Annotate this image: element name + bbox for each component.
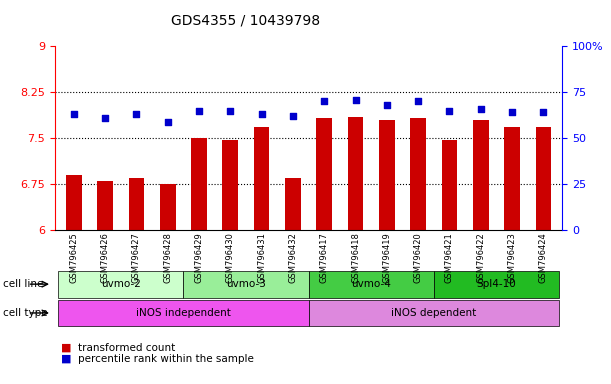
Bar (66, 175, 82, 230)
Text: Spl4-10: Spl4-10 (477, 279, 516, 289)
Bar (160, 184, 175, 230)
Bar (473, 121, 489, 230)
Bar (379, 121, 395, 230)
Text: GSM796419: GSM796419 (382, 232, 391, 283)
Point (320, 98, 329, 104)
Text: uvmo-4: uvmo-4 (351, 279, 391, 289)
Point (225, 108, 235, 114)
Point (69, 111, 79, 118)
Bar (535, 127, 551, 230)
Text: cell line: cell line (3, 279, 43, 289)
Text: GDS4355 / 10439798: GDS4355 / 10439798 (171, 13, 320, 27)
Bar (128, 178, 144, 230)
Point (100, 115, 110, 121)
Bar (285, 178, 301, 230)
Bar (183, 271, 309, 298)
Text: GSM796424: GSM796424 (539, 232, 548, 283)
Bar (316, 118, 332, 230)
Bar (254, 127, 269, 230)
Point (413, 98, 423, 104)
Text: GSM796429: GSM796429 (194, 232, 203, 283)
Text: iNOS independent: iNOS independent (136, 308, 231, 318)
Point (538, 109, 548, 116)
Text: ■: ■ (61, 343, 71, 353)
Bar (309, 300, 559, 326)
Text: GSM796420: GSM796420 (414, 232, 423, 283)
Bar (442, 140, 457, 230)
Point (382, 102, 392, 108)
Text: GSM796425: GSM796425 (69, 232, 78, 283)
Bar (97, 181, 113, 230)
Text: GSM796422: GSM796422 (476, 232, 485, 283)
Bar (504, 127, 520, 230)
Text: GSM796421: GSM796421 (445, 232, 454, 283)
Text: percentile rank within the sample: percentile rank within the sample (78, 354, 254, 364)
Text: cell type: cell type (3, 308, 48, 318)
Point (288, 113, 298, 119)
Point (131, 111, 141, 118)
Bar (348, 117, 364, 230)
Bar (222, 140, 238, 230)
Point (476, 106, 486, 112)
Text: uvmo-3: uvmo-3 (226, 279, 266, 289)
Text: iNOS dependent: iNOS dependent (391, 308, 477, 318)
Text: GSM796426: GSM796426 (101, 232, 109, 283)
Bar (309, 271, 434, 298)
Text: GSM796423: GSM796423 (508, 232, 516, 283)
Bar (58, 271, 183, 298)
Bar (58, 300, 309, 326)
Point (507, 109, 517, 116)
Text: GSM796418: GSM796418 (351, 232, 360, 283)
Point (351, 96, 360, 103)
Text: GSM796428: GSM796428 (163, 232, 172, 283)
Text: GSM796432: GSM796432 (288, 232, 298, 283)
Text: GSM796431: GSM796431 (257, 232, 266, 283)
Bar (411, 118, 426, 230)
Point (257, 111, 266, 118)
Point (445, 108, 455, 114)
Text: uvmo-2: uvmo-2 (101, 279, 141, 289)
Text: GSM796427: GSM796427 (132, 232, 141, 283)
Text: GSM796417: GSM796417 (320, 232, 329, 283)
Text: transformed count: transformed count (78, 343, 175, 353)
Text: ■: ■ (61, 354, 71, 364)
Point (163, 119, 172, 125)
Bar (434, 271, 559, 298)
Point (194, 108, 204, 114)
Text: GSM796430: GSM796430 (226, 232, 235, 283)
Bar (191, 138, 207, 230)
